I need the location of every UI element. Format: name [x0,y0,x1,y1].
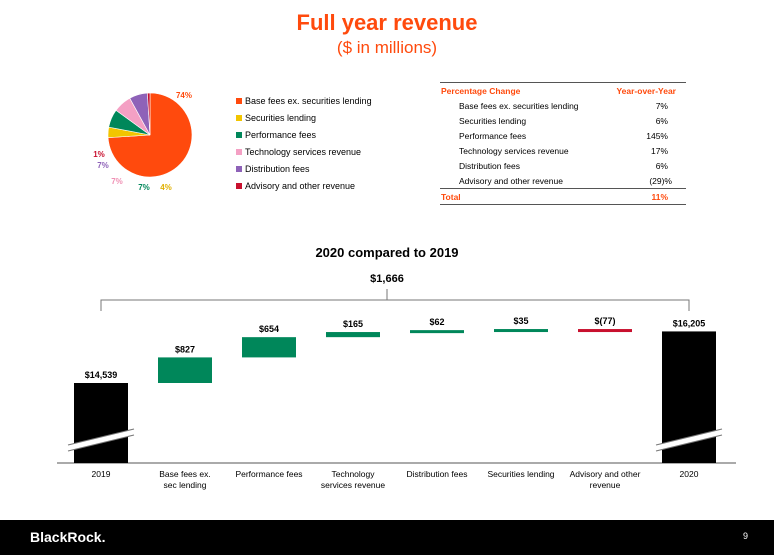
x-tick-label: 2020 [680,469,699,479]
legend-item: Technology services revenue [236,143,372,160]
x-tick-label: revenue [590,480,621,490]
x-tick-label: Securities lending [487,469,554,479]
pie-slice-label: 7% [97,161,109,170]
legend-swatch [236,97,242,104]
pie-slice-label: 4% [160,183,172,192]
table-cell-value: 145% [646,130,668,141]
legend-label: Distribution fees [245,163,310,174]
table-row: Distribution fees 6% [440,158,686,173]
axis-break-line [67,428,135,446]
page-number: 9 [742,531,748,541]
waterfall-title: 2020 compared to 2019 [315,245,458,260]
axis-break-line [67,434,135,452]
waterfall-bar [410,330,464,334]
table-cell-label: Distribution fees [459,160,520,171]
table-row: Base fees ex. securities lending 7% [440,98,686,113]
data-label: $35 [513,316,528,326]
x-tick-label: Performance fees [235,469,302,479]
legend-swatch [236,148,242,155]
legend-label: Advisory and other revenue [245,180,356,191]
page-title: Full year revenue [296,10,478,35]
legend-swatch [236,114,242,121]
x-tick-label: services revenue [321,480,386,490]
table-cell-value: 6% [655,160,668,171]
table-row: Securities lending 6% [440,113,686,128]
table-total-row: Total 11% [440,188,686,204]
axis-break-line [655,434,723,452]
table-cell-label: Technology services revenue [459,145,569,156]
blackrock-logo: BlackRock. [30,529,106,545]
pie-slice-label: 1% [93,150,105,159]
axis-break-gap [68,429,134,451]
data-label: $827 [175,344,195,354]
table-cell-label: Performance fees [459,130,527,141]
total-change-label: $1,666 [370,273,404,285]
legend-swatch [236,182,242,189]
legend-item: Performance fees [236,126,372,143]
data-label: $654 [259,324,279,334]
legend-label: Technology services revenue [245,146,362,157]
table-header-row: Percentage Change Year-over-Year [440,83,686,98]
pie-slice [147,92,151,136]
waterfall-bar [158,357,212,383]
data-label: $16,205 [673,318,706,328]
table-cell-value: (29)% [649,175,672,186]
table-row: Technology services revenue 17% [440,143,686,158]
x-tick-label: Base fees ex. [159,469,211,479]
legend-item: Base fees ex. securities lending [236,92,372,109]
legend-item: Advisory and other revenue [236,177,372,194]
percentage-change-table: Percentage Change Year-over-Year Base fe… [440,82,686,205]
table-row: Advisory and other revenue (29)% [440,173,686,188]
legend-swatch [236,165,242,172]
table-cell-label: Advisory and other revenue [459,175,563,186]
legend-label: Securities lending [245,112,317,123]
table-total-value: 11% [651,191,668,202]
pie-slice-label: 7% [111,177,123,186]
axis-break-line [655,428,723,446]
data-label: $165 [343,319,363,329]
table-header-label: Percentage Change [441,85,521,96]
table-cell-label: Securities lending [459,115,527,126]
axis-break-gap [656,429,722,451]
waterfall-bar [242,337,296,358]
table-cell-value: 17% [650,145,668,156]
x-tick-label: sec lending [163,480,206,490]
table-cell-value: 6% [655,115,668,126]
x-tick-label: Distribution fees [407,469,468,479]
waterfall-bar [578,329,632,333]
table-header-value: Year-over-Year [616,85,676,96]
legend-swatch [236,131,242,138]
legend-label: Base fees ex. securities lending [245,95,372,106]
page-subtitle: ($ in millions) [336,38,438,57]
pie-slice-label: 74% [176,91,192,100]
x-tick-label: 2019 [92,469,111,479]
waterfall-chart: 2020 compared to 2019 $1,666 $14,539 2019 $8… [57,245,736,490]
x-tick-label: Technology [331,469,375,479]
table-cell-value: 7% [655,100,668,111]
pie-legend: Base fees ex. securities lending Securit… [236,92,372,194]
table-row: Performance fees 145% [440,128,686,143]
data-label: $(77) [594,316,615,326]
waterfall-bar [74,383,128,463]
legend-label: Performance fees [245,129,317,140]
footer-bar: BlackRock. 9 [0,520,774,555]
pie-slice-label: 7% [138,183,150,192]
table-cell-label: Base fees ex. securities lending [459,100,579,111]
x-tick-label: Advisory and other [570,469,641,479]
table-total-label: Total [441,191,461,202]
total-change-bracket [100,289,690,311]
legend-item: Securities lending [236,109,372,126]
data-label: $14,539 [85,370,118,380]
data-label: $62 [429,317,444,327]
revenue-mix-pie-chart: 74%4%7%7%7%1% [93,91,193,192]
legend-item: Distribution fees [236,160,372,177]
waterfall-bar [326,332,380,338]
waterfall-bar [494,329,548,333]
